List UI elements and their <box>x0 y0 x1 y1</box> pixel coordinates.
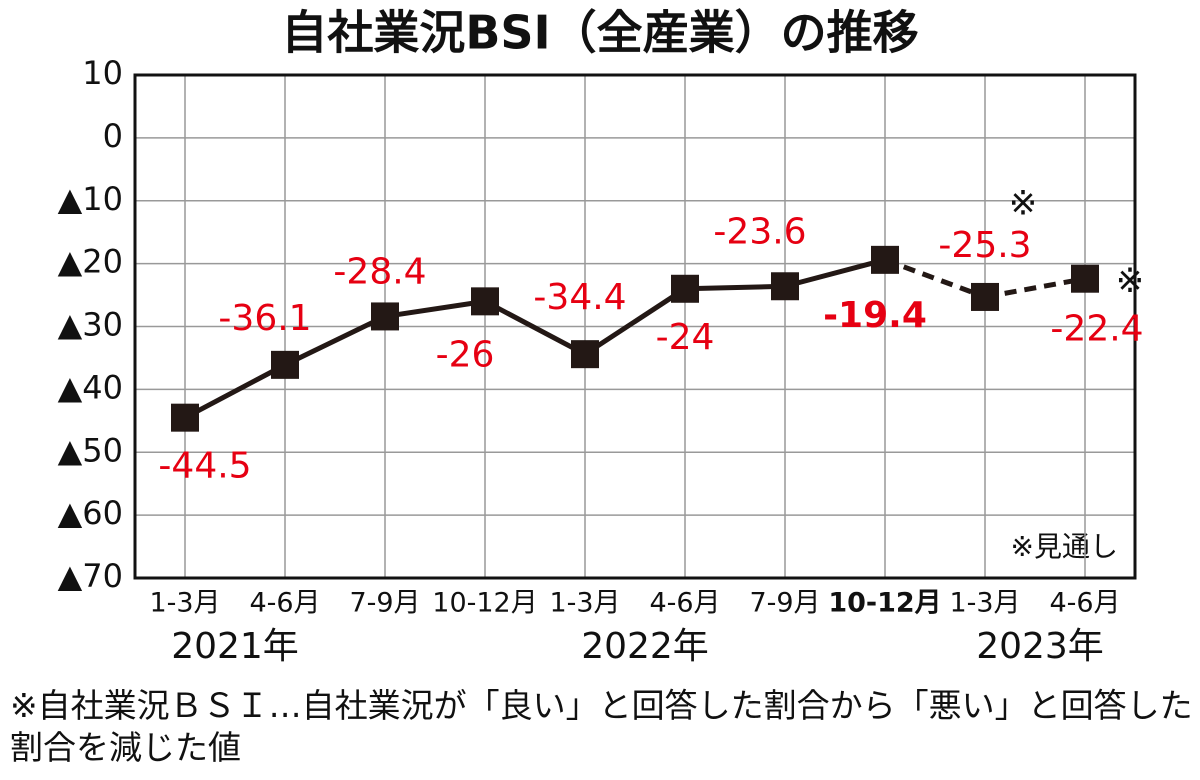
line-segment <box>884 257 986 300</box>
x-tick-label: 10-12月 <box>828 588 941 619</box>
line-segment <box>984 276 1086 300</box>
value-label: -28.4 <box>333 251 426 292</box>
value-label: -44.5 <box>158 446 251 487</box>
x-tick-label: 4-6月 <box>1049 588 1120 619</box>
line-segment <box>483 299 587 357</box>
line-segment <box>784 257 886 289</box>
y-tick-label: ▲60 <box>58 494 123 532</box>
point <box>471 287 499 316</box>
note: ※見通し <box>1011 530 1118 563</box>
footnote: ※自社業況ＢＳＩ…自社業況が「良い」と回答した割合から「悪い」と回答した割合を減… <box>10 686 1193 767</box>
point-note: ※ <box>1116 261 1145 301</box>
y-tick-label: ▲30 <box>58 306 123 344</box>
year-label: 2022年 <box>581 626 709 667</box>
point <box>971 282 999 311</box>
point <box>571 340 599 369</box>
line-segment <box>283 314 387 368</box>
y-tick-label: ▲20 <box>58 243 123 281</box>
x-tick-label: 4-6月 <box>649 588 720 619</box>
chart: 自社業況BSI（全産業）の推移 2021年 2022年 2023年 ※見通し 1… <box>58 6 1145 668</box>
line-segment <box>684 283 786 292</box>
y-tick-label: 0 <box>103 117 123 155</box>
line-segment <box>583 286 687 357</box>
y-tick-label: ▲70 <box>58 557 123 595</box>
x-tick-label: 1-3月 <box>549 588 620 619</box>
point <box>671 274 699 303</box>
point-note: ※ <box>1009 183 1038 223</box>
plot-frame <box>133 73 1137 580</box>
point <box>871 245 899 274</box>
x-tick-label: 7-9月 <box>749 588 820 619</box>
value-label: -34.4 <box>533 277 626 318</box>
x-tick-label: 7-9月 <box>349 588 420 619</box>
point <box>1071 264 1099 293</box>
y-tick-label: 10 <box>82 54 123 92</box>
point <box>171 403 199 432</box>
line-segment <box>384 298 486 319</box>
value-label: -23.6 <box>713 211 806 252</box>
value-label: -24 <box>656 317 715 358</box>
x-tick-label: 4-6月 <box>249 588 320 619</box>
point <box>771 272 799 301</box>
y-tick-label: ▲10 <box>58 180 123 218</box>
y-tick-label: ▲40 <box>58 368 123 406</box>
year-label: 2021年 <box>171 626 299 667</box>
value-label: -36.1 <box>218 298 311 339</box>
y-tick-label: ▲50 <box>58 431 123 469</box>
chart-title: 自社業況BSI（全産業）の推移 <box>281 6 918 60</box>
line-segment <box>183 362 287 420</box>
x-tick-label: 1-3月 <box>949 588 1020 619</box>
value-label: -25.3 <box>938 225 1031 266</box>
x-tick-label: 1-3月 <box>149 588 220 619</box>
point <box>371 302 399 331</box>
value-label: -19.4 <box>823 295 927 336</box>
year-label: 2023年 <box>976 626 1104 667</box>
x-tick-label: 10-12月 <box>432 588 537 619</box>
point <box>271 350 299 379</box>
value-label: -26 <box>436 334 495 375</box>
value-label: -22.4 <box>1050 309 1143 350</box>
